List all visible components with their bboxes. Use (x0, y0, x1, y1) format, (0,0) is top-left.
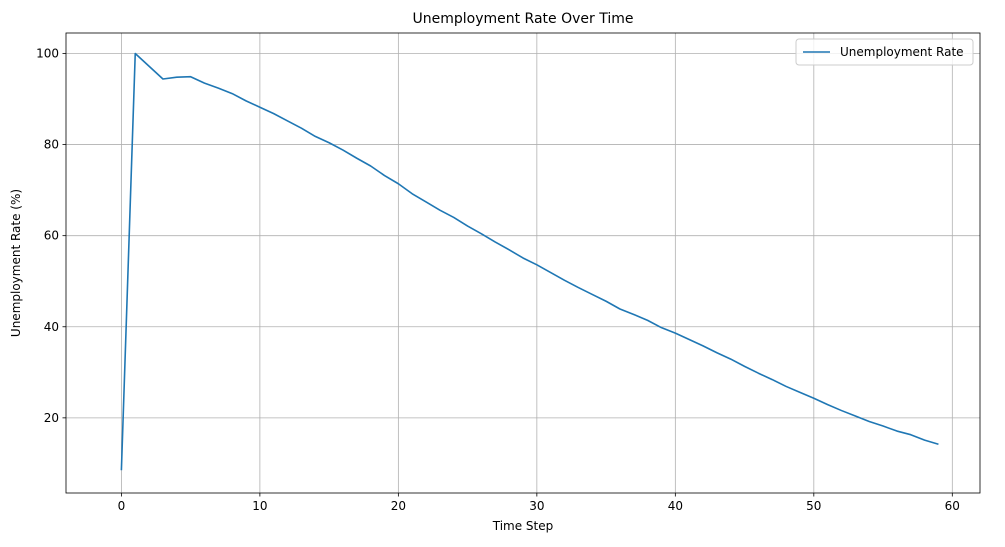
y-axis-label: Unemployment Rate (%) (9, 189, 23, 337)
x-tick-label: 40 (668, 499, 683, 513)
x-tick-label: 0 (118, 499, 126, 513)
y-tick-label: 80 (44, 138, 59, 152)
y-axis: 20 40 60 80 100 (36, 46, 66, 425)
x-tick-label: 30 (529, 499, 544, 513)
legend-label-unemployment-rate: Unemployment Rate (840, 45, 964, 59)
series-line-unemployment-rate (120, 52, 939, 471)
y-tick-label: 60 (44, 229, 59, 243)
x-tick-label: 50 (806, 499, 821, 513)
y-tick-label: 40 (44, 320, 59, 334)
y-tick-label: 100 (36, 46, 59, 60)
x-tick-label: 60 (945, 499, 960, 513)
legend-box (795, 38, 974, 66)
chart-title: Unemployment Rate Over Time (413, 11, 634, 27)
grid (66, 33, 980, 493)
series-layer (120, 52, 939, 471)
plot-area-frame (65, 32, 981, 494)
x-axis-label: Time Step (492, 519, 554, 533)
y-tick-label: 20 (44, 411, 59, 425)
legend: Unemployment Rate (795, 38, 974, 66)
x-axis: 0 10 20 30 40 50 60 (118, 493, 960, 513)
x-tick-label: 20 (391, 499, 406, 513)
x-tick-label: 10 (252, 499, 267, 513)
